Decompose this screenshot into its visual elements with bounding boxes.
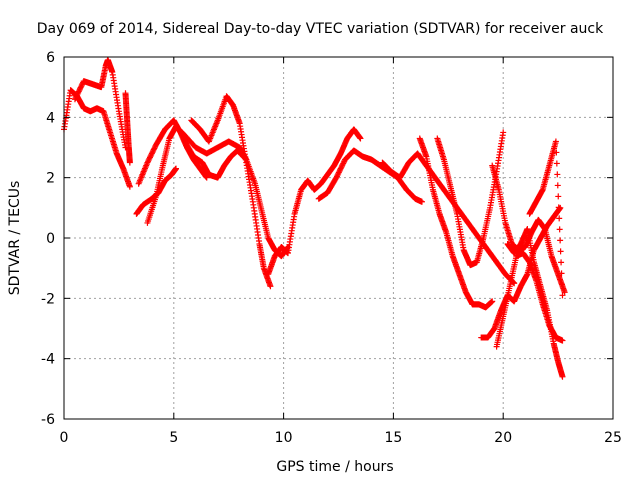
data-point — [500, 129, 507, 136]
trace-marker — [555, 193, 562, 200]
trace-marker — [553, 149, 560, 156]
y-axis-title: SDTVAR / TECUs — [7, 181, 23, 296]
trace-marker — [557, 248, 564, 255]
x-tick-label: 5 — [169, 430, 178, 446]
series-track-k — [379, 150, 518, 287]
data-point — [511, 280, 518, 287]
x-axis-title: GPS time / hours — [276, 459, 393, 475]
data-point — [559, 337, 566, 344]
data-point — [203, 174, 210, 181]
series-track-r — [489, 162, 568, 296]
grid-layer — [64, 57, 613, 419]
y-tick-label: 2 — [46, 171, 55, 187]
trace-marker — [554, 182, 561, 189]
y-tick-label: -2 — [41, 291, 55, 307]
data-point — [552, 138, 559, 145]
trace-marker — [558, 259, 565, 266]
data-point — [357, 135, 364, 142]
data-point — [126, 159, 133, 166]
series-track-j — [315, 147, 425, 205]
trace-marker — [556, 215, 563, 222]
trace-marker — [553, 160, 560, 167]
y-tick-label: 4 — [46, 110, 55, 126]
y-tick-label: -4 — [41, 352, 55, 368]
series-track-l — [416, 135, 496, 311]
series-track-q — [526, 138, 566, 299]
trace-marker — [556, 226, 563, 233]
series-layer — [61, 57, 568, 380]
series-track-m — [434, 129, 507, 269]
chart-title: Day 069 of 2014, Sidereal Day-to-day VTE… — [37, 21, 604, 37]
ticks-layer: 0 5 10 15 20 25 -6 -4 -2 0 2 4 6 — [41, 50, 622, 446]
trace-marker — [557, 237, 564, 244]
x-tick-label: 25 — [604, 430, 622, 446]
data-point — [489, 298, 496, 305]
trace-marker — [554, 171, 561, 178]
data-point — [559, 373, 566, 380]
data-point — [126, 183, 133, 190]
x-tick-label: 0 — [60, 430, 69, 446]
series-track-o — [493, 250, 566, 350]
series-track-h — [181, 138, 291, 260]
series-track-g — [188, 93, 274, 290]
x-tick-label: 20 — [494, 430, 512, 446]
data-point — [418, 198, 425, 205]
y-tick-label: 0 — [46, 231, 55, 247]
series-track-c — [122, 90, 133, 166]
trace-marker — [242, 155, 249, 162]
x-tick-label: 15 — [384, 430, 402, 446]
series-track-a — [61, 87, 133, 190]
series-track-i — [265, 126, 364, 278]
trace-marker — [555, 204, 562, 211]
data-point — [561, 289, 568, 296]
series-track-b — [71, 57, 129, 151]
data-point — [267, 283, 274, 290]
data-point — [172, 165, 179, 172]
data-point — [559, 292, 566, 299]
y-tick-label: 6 — [46, 50, 55, 66]
x-tick-label: 10 — [275, 430, 293, 446]
y-tick-label: -6 — [41, 412, 55, 428]
